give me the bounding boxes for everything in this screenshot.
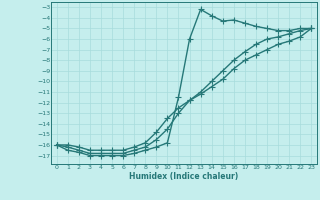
X-axis label: Humidex (Indice chaleur): Humidex (Indice chaleur) [129,172,239,181]
